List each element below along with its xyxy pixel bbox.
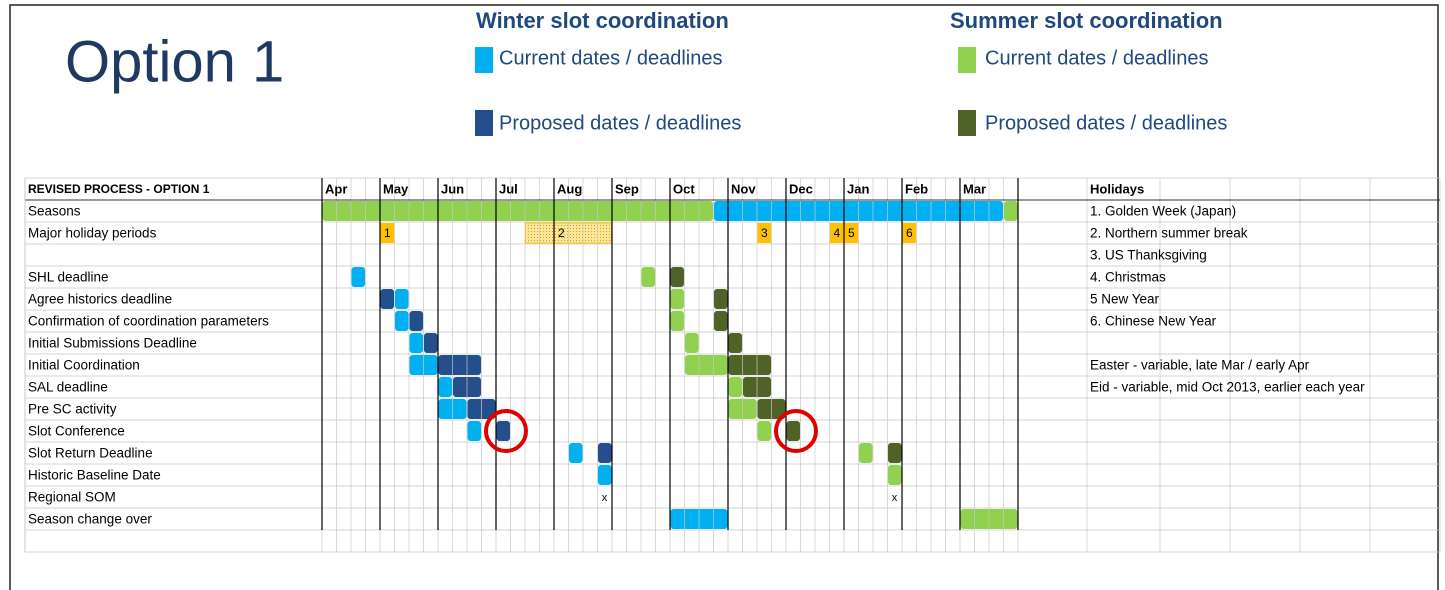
holiday-item: 3. US Thanksgiving: [1090, 248, 1207, 263]
legend-entry: Proposed dates / deadlines: [985, 112, 1227, 134]
holiday-item: Easter - variable, late Mar / early Apr: [1090, 358, 1310, 373]
timeline-cell: [728, 377, 742, 397]
timeline-cell: [685, 355, 728, 375]
row-label: Seasons: [28, 204, 81, 219]
timeline-cell: [670, 267, 684, 287]
legend-swatch: [958, 110, 976, 136]
holiday-item: 4. Christmas: [1090, 270, 1166, 285]
timeline-cell: [685, 333, 699, 353]
holiday-cell: [757, 223, 771, 243]
holiday-cell: [902, 223, 916, 243]
holiday-marker: 5: [848, 226, 855, 240]
timeline-cell: [728, 355, 771, 375]
holiday-item: Eid - variable, mid Oct 2013, earlier ea…: [1090, 380, 1365, 395]
holiday-cell: [380, 223, 394, 243]
timeline-cell: [424, 333, 438, 353]
timeline-cell: [322, 201, 713, 221]
holiday-marker: 3: [761, 226, 768, 240]
holiday-item: 1. Golden Week (Japan): [1090, 204, 1236, 219]
timeline-cell: [438, 377, 452, 397]
legend-swatch: [475, 110, 493, 136]
legend-entry: Current dates / deadlines: [499, 47, 722, 69]
timeline-cell: [409, 311, 423, 331]
som-mark: x: [602, 492, 608, 504]
row-label: Season change over: [28, 512, 152, 527]
timeline-cell: [496, 421, 510, 441]
month-label: May: [383, 181, 409, 196]
holiday-cell: [844, 223, 858, 243]
row-label: Historic Baseline Date: [28, 468, 161, 483]
legend-entry: Current dates / deadlines: [985, 47, 1208, 69]
month-label: Mar: [963, 181, 986, 196]
row-label: SHL deadline: [28, 270, 109, 285]
timeline-cell: [438, 355, 481, 375]
month-label: Feb: [905, 181, 928, 196]
timeline-cell: [395, 311, 409, 331]
timeline-cell: [670, 311, 684, 331]
row-label: Initial Coordination: [28, 358, 140, 373]
row-label: Regional SOM: [28, 490, 116, 505]
legend-swatch: [958, 47, 976, 73]
legend-heading: Summer slot coordination: [950, 8, 1223, 33]
row-label: Confirmation of coordination parameters: [28, 314, 269, 329]
table-heading: REVISED PROCESS - OPTION 1: [28, 182, 210, 196]
timeline-cell: [598, 465, 612, 485]
month-label: Apr: [325, 181, 347, 196]
timeline-cell: [714, 289, 728, 309]
month-label: Aug: [557, 181, 582, 196]
row-label: Agree historics deadline: [28, 292, 172, 307]
timeline-cell: [714, 311, 728, 331]
timeline-cell: [1004, 201, 1018, 221]
timeline-cell: [569, 443, 583, 463]
highlight-circle: [484, 409, 528, 453]
holiday-marker: 1: [384, 226, 391, 240]
timeline-cell: [351, 267, 365, 287]
highlight-circle: [774, 409, 818, 453]
holiday-item: 5 New Year: [1090, 292, 1160, 307]
legend-heading: Winter slot coordination: [476, 8, 729, 33]
row-label: Pre SC activity: [28, 402, 117, 417]
slide-frame: [9, 4, 1439, 590]
holiday-cell: [830, 223, 844, 243]
row-label: Slot Return Deadline: [28, 446, 153, 461]
month-label: Jun: [441, 181, 464, 196]
holiday-marker: 2: [558, 226, 565, 240]
timeline-cell: [888, 443, 902, 463]
timeline-cell: [888, 465, 902, 485]
month-label: Nov: [731, 181, 756, 196]
month-label: Jan: [847, 181, 869, 196]
timeline-cell: [859, 443, 873, 463]
row-label: Major holiday periods: [28, 226, 157, 241]
month-label: Oct: [673, 181, 695, 196]
row-label: Initial Submissions Deadline: [28, 336, 197, 351]
month-label: Dec: [789, 181, 813, 196]
timeline-cell: [641, 267, 655, 287]
timeline-cell: [670, 289, 684, 309]
row-label: Slot Conference: [28, 424, 125, 439]
holiday-marker: 6: [906, 226, 913, 240]
month-label: Sep: [615, 181, 639, 196]
row-label: SAL deadline: [28, 380, 108, 395]
holiday-marker: 4: [834, 226, 841, 240]
holidays-heading: Holidays: [1090, 181, 1144, 196]
som-mark: x: [892, 492, 898, 504]
timeline-cell: [598, 443, 612, 463]
timeline-cell: [728, 333, 742, 353]
timeline-cell: [380, 289, 394, 309]
timeline-cell: [467, 421, 481, 441]
legend-entry: Proposed dates / deadlines: [499, 112, 741, 134]
month-label: Jul: [499, 181, 518, 196]
timeline-cell: [786, 421, 800, 441]
holiday-item: 6. Chinese New Year: [1090, 314, 1217, 329]
holiday-item: 2. Northern summer break: [1090, 226, 1248, 241]
slide-title: Option 1: [65, 29, 284, 94]
legend-swatch: [475, 47, 493, 73]
timeline-cell: [409, 333, 423, 353]
timeline-cell: [757, 421, 771, 441]
timeline-cell: [395, 289, 409, 309]
